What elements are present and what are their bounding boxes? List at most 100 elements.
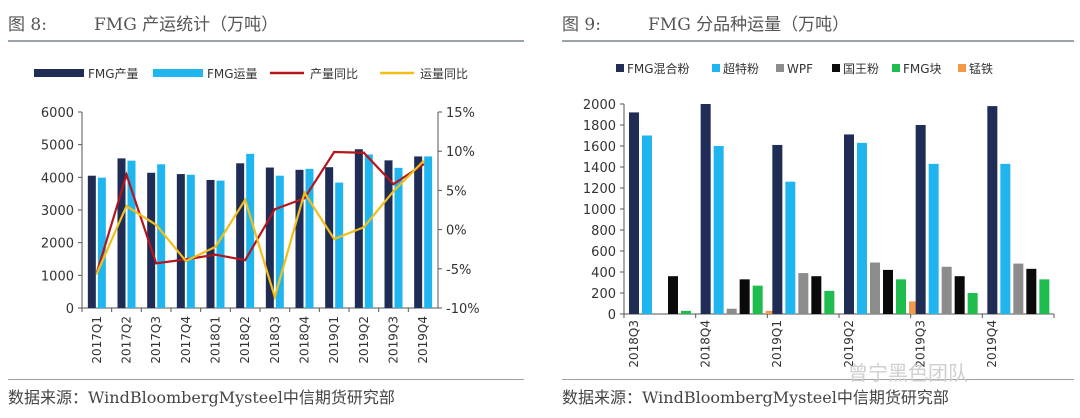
bar-FMG产量-2017Q2 <box>117 158 126 308</box>
y-tick-label: 800 <box>591 224 616 239</box>
legend-swatch-3 <box>832 64 840 72</box>
bar-FMG运量-2017Q3 <box>157 164 166 308</box>
y-tick-label-right: 0% <box>446 224 467 239</box>
bar-FMG块-2019Q1 <box>824 290 835 314</box>
bar-锰铁-2018Q4 <box>765 310 776 314</box>
x-tick-label: 2018Q3 <box>268 316 282 364</box>
y-tick-label: 1600 <box>583 140 616 155</box>
point-产量同比-2019Q1 <box>332 150 336 154</box>
y-tick-label-left: 2000 <box>41 237 74 252</box>
legend-swatch-0 <box>34 69 84 77</box>
bar-FMG产量-2019Q3 <box>384 160 393 308</box>
x-tick-label: 2019Q1 <box>327 316 341 364</box>
point-产量同比-2019Q2 <box>362 151 366 154</box>
legend-swatch-2 <box>776 64 784 72</box>
bar-FMG运量-2019Q3 <box>394 167 403 308</box>
figure-number-left: 图 8: <box>8 15 47 35</box>
y-tick-label-right: -10% <box>446 302 480 317</box>
point-运量同比-2018Q1 <box>214 245 217 249</box>
production-transport-chart: FMG产量 FMG运量 产量同比 运量同比 0 1000 2000 3000 4000 5000 6… <box>34 67 480 364</box>
bar-FMG产量-2018Q3 <box>265 167 274 308</box>
x-tick-label: 2019Q2 <box>357 316 371 364</box>
x-tick-label: 2017Q1 <box>90 316 104 364</box>
figure-number-right: 图 9: <box>562 15 601 35</box>
bar-国王粉-2018Q3 <box>668 276 678 314</box>
bar-国王粉-2019Q1 <box>811 276 822 314</box>
figure-title-right: 图 9: FMG 分品种运量（万吨） <box>562 10 849 35</box>
legend-swatch-1 <box>712 64 720 72</box>
legend-swatch-0 <box>616 64 624 72</box>
legend-label-2: 产量同比 <box>310 67 358 81</box>
bar-FMG混合粉-2019Q4 <box>987 106 998 314</box>
legend-label-1: FMG运量 <box>207 67 258 81</box>
bar-超特粉-2019Q1 <box>785 181 796 314</box>
bar-FMG运量-2018Q4 <box>305 168 314 308</box>
x-tick-label: 2019Q1 <box>770 320 784 368</box>
point-产量同比-2018Q2 <box>243 258 247 262</box>
x-tick-label: 2019Q4 <box>985 320 999 368</box>
point-运量同比-2019Q1 <box>332 237 336 241</box>
bar-FMG块-2019Q2 <box>896 279 906 314</box>
y-tick-label-left: 3000 <box>41 204 74 219</box>
bar-WPF-2019Q1 <box>798 273 809 314</box>
bar-FMG混合粉-2019Q2 <box>844 134 854 314</box>
bar-FMG混合粉-2018Q4 <box>700 104 711 314</box>
point-产量同比-2018Q1 <box>214 253 217 256</box>
bar-超特粉-2018Q4 <box>713 146 724 314</box>
bar-FMG运量-2019Q2 <box>364 154 373 308</box>
y-tick-label-right: -5% <box>446 263 471 278</box>
bar-超特粉-2019Q2 <box>857 142 867 314</box>
source-divider-left <box>8 379 524 380</box>
point-产量同比-2018Q3 <box>273 208 277 211</box>
y-tick-label-right: 5% <box>446 184 467 199</box>
y-tick-label: 1800 <box>583 119 616 134</box>
figure-caption-left: FMG 产运统计（万吨） <box>94 15 279 35</box>
source-note-left: 数据来源：WindBloombergMysteel中信期货研究部 <box>8 388 395 407</box>
chart-panel-right: 图 9: FMG 分品种运量（万吨） FMG混合粉 超特粉 WPF 国王粉 FMG块 锰铁 0… <box>562 0 1074 418</box>
title-divider-right <box>562 40 1074 42</box>
point-运量同比-2018Q4 <box>303 191 306 194</box>
x-tick-label: 2019Q3 <box>387 316 401 364</box>
point-产量同比-2017Q2 <box>125 173 128 176</box>
y-tick-label: 1000 <box>583 203 616 218</box>
bar-FMG产量-2018Q4 <box>295 169 304 308</box>
source-divider-right <box>562 379 1074 380</box>
x-tick-label: 2019Q2 <box>842 320 856 368</box>
chart-panel-left: 图 8: FMG 产运统计（万吨） FMG产量 FMG运量 产量同比 运量同比 0 1000… <box>8 0 524 418</box>
bar-FMG运量-2018Q1 <box>216 180 225 308</box>
legend-label-2: WPF <box>787 62 813 76</box>
bar-FMG产量-2019Q1 <box>325 167 334 308</box>
point-运量同比-2018Q2 <box>243 198 247 202</box>
bar-WPF-2018Q4 <box>726 308 737 314</box>
bar-FMG运量-2019Q1 <box>335 182 344 308</box>
title-divider-left <box>8 40 524 42</box>
x-tick-label: 2019Q4 <box>416 316 430 364</box>
bar-超特粉-2018Q3 <box>642 135 652 314</box>
y-tick-label: 2000 <box>583 98 616 113</box>
point-运量同比-2019Q2 <box>362 226 366 229</box>
bar-超特粉-2019Q3 <box>928 163 939 314</box>
x-tick-label: 2018Q1 <box>209 316 223 364</box>
legend-label-5: 锰铁 <box>969 61 993 76</box>
y-tick-label: 0 <box>608 308 616 323</box>
x-tick-label: 2018Q4 <box>298 316 312 364</box>
bar-FMG产量-2019Q4 <box>414 156 423 308</box>
figure-caption-right: FMG 分品种运量（万吨） <box>648 15 850 35</box>
bar-WPF-2019Q3 <box>941 266 952 314</box>
y-tick-label-left: 6000 <box>41 106 74 121</box>
legend-swatch-4 <box>892 64 900 72</box>
x-tick-label: 2017Q2 <box>120 316 134 364</box>
source-note-right: 数据来源：WindBloombergMysteel中信期货研究部 <box>562 388 949 407</box>
bar-FMG产量-2018Q1 <box>206 179 215 308</box>
line-运量同比 <box>95 160 424 301</box>
point-运量同比-2017Q3 <box>154 223 158 227</box>
point-产量同比-2019Q4 <box>421 163 425 166</box>
bar-WPF-2019Q4 <box>1013 263 1024 314</box>
bar-WPF-2019Q2 <box>870 262 880 314</box>
legend-label-3: 运量同比 <box>420 67 468 81</box>
bar-超特粉-2019Q4 <box>1000 163 1011 314</box>
bar-FMG产量-2017Q3 <box>147 172 156 308</box>
point-运量同比-2017Q4 <box>184 259 188 263</box>
point-运量同比-2019Q4 <box>421 160 425 163</box>
x-tick-label: 2018Q2 <box>238 316 252 364</box>
